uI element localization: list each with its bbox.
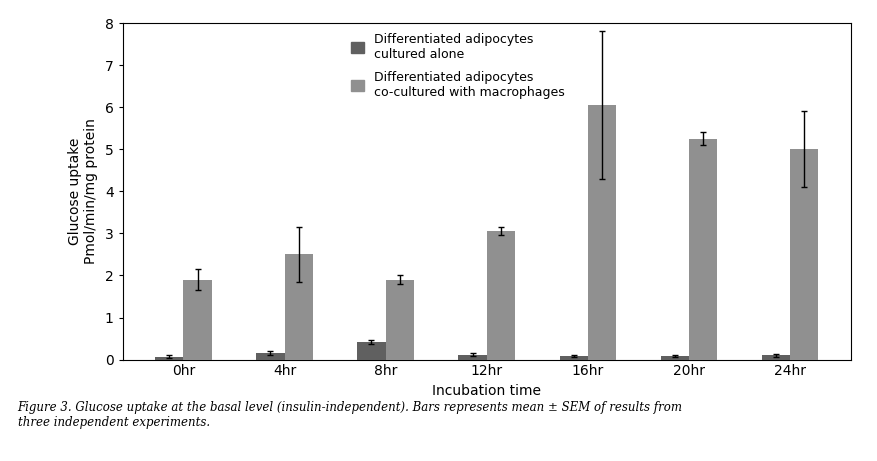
Bar xyxy=(386,280,414,360)
Bar xyxy=(762,355,790,360)
Bar xyxy=(588,105,617,360)
Bar xyxy=(284,254,313,360)
Legend: Differentiated adipocytes
cultured alone, Differentiated adipocytes
co-cultured : Differentiated adipocytes cultured alone… xyxy=(347,30,568,103)
Bar xyxy=(660,356,689,360)
Y-axis label: Glucose uptake
Pmol/min/mg protein: Glucose uptake Pmol/min/mg protein xyxy=(68,118,98,264)
Bar xyxy=(155,357,183,360)
Bar xyxy=(256,353,284,360)
Bar xyxy=(459,355,487,360)
Bar xyxy=(487,231,515,360)
Bar xyxy=(689,139,717,360)
X-axis label: Incubation time: Incubation time xyxy=(432,384,541,398)
Bar xyxy=(357,342,386,360)
Text: Figure 3. Glucose uptake at the basal level (insulin-independent). Bars represen: Figure 3. Glucose uptake at the basal le… xyxy=(18,401,682,429)
Bar xyxy=(790,149,818,360)
Bar xyxy=(560,356,588,360)
Bar xyxy=(183,280,211,360)
